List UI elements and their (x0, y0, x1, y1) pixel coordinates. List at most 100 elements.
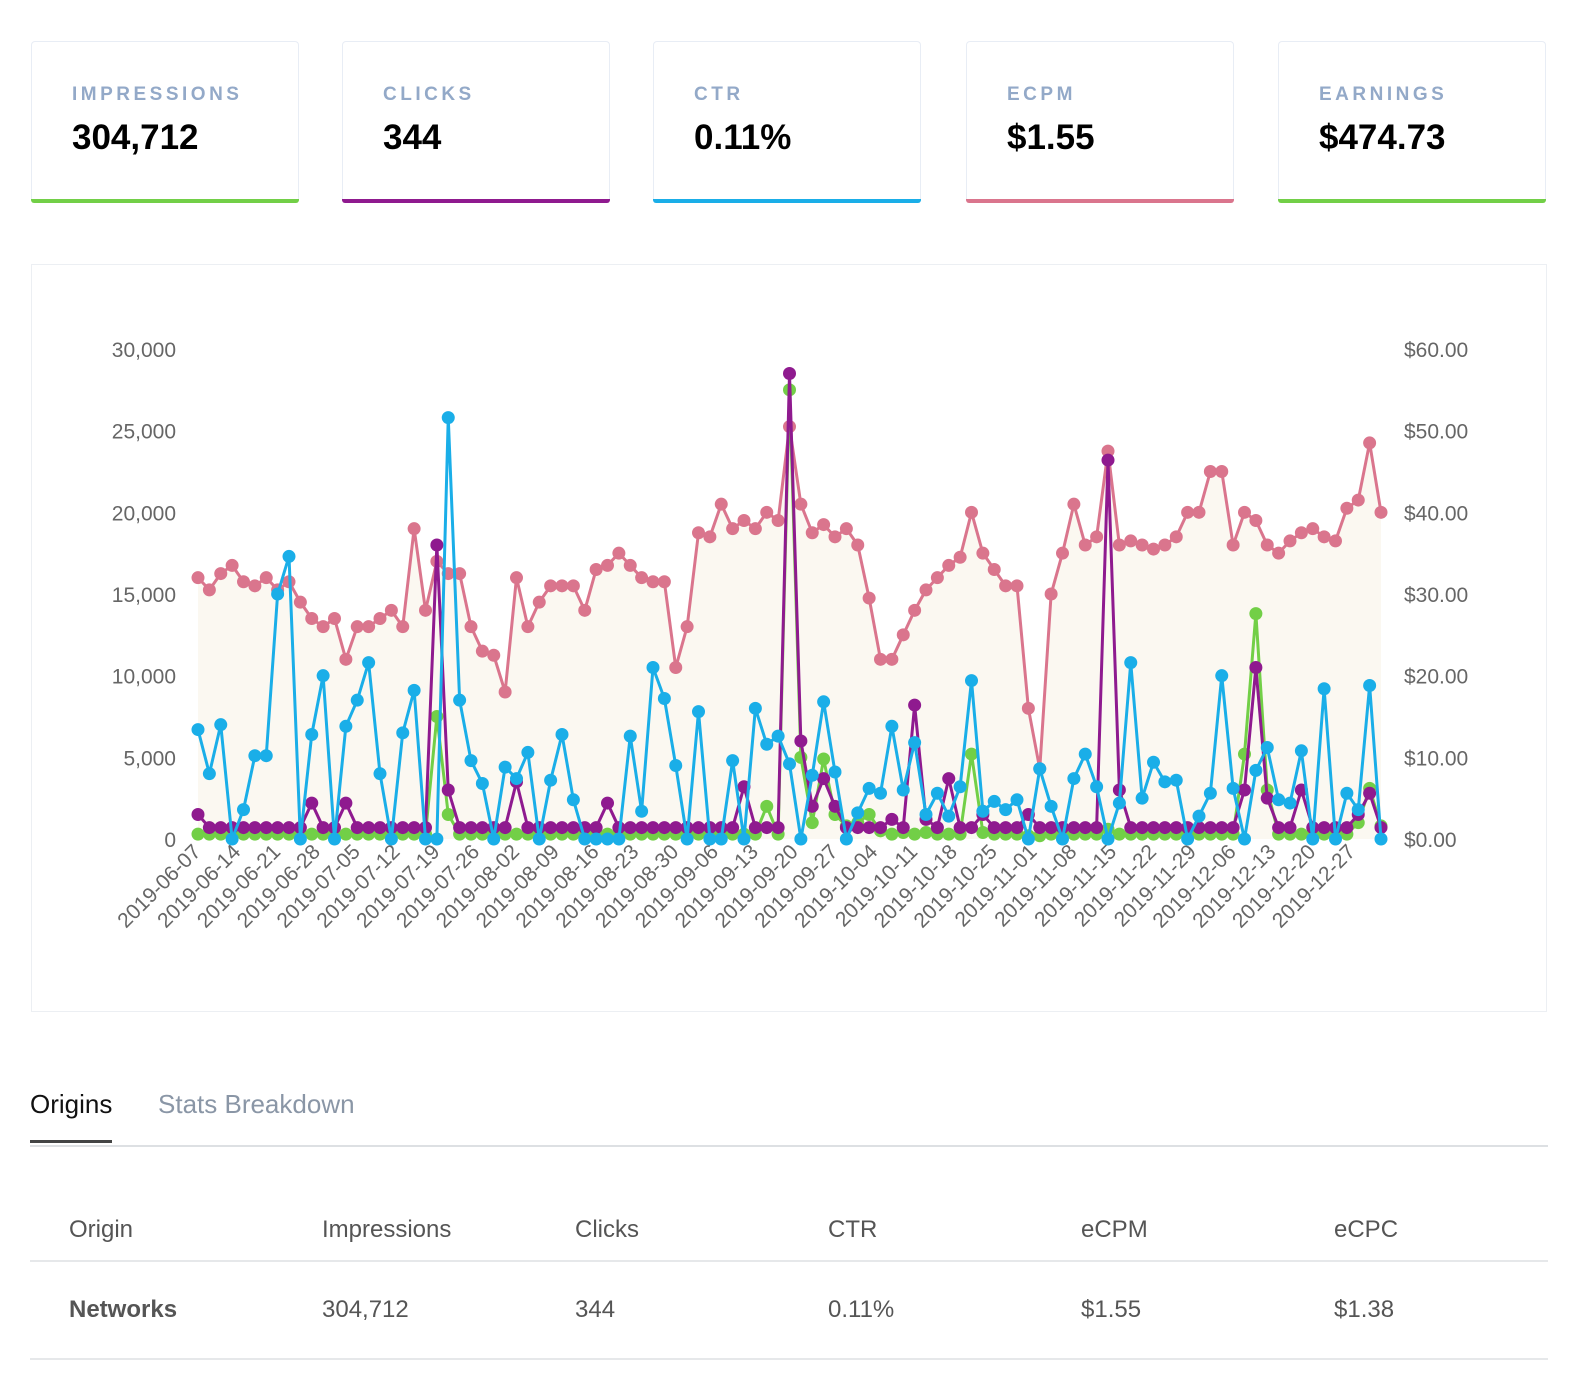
data-point[interactable] (350, 620, 364, 634)
data-point[interactable] (783, 367, 796, 380)
data-point[interactable] (1158, 538, 1172, 552)
data-point[interactable] (1090, 780, 1104, 794)
data-point[interactable] (748, 821, 762, 835)
data-point[interactable] (885, 652, 899, 666)
data-point[interactable] (521, 821, 535, 835)
data-point[interactable] (726, 522, 740, 536)
data-point[interactable] (851, 821, 865, 835)
data-point[interactable] (1283, 821, 1297, 835)
data-point[interactable] (976, 825, 990, 839)
data-point[interactable] (237, 803, 250, 817)
data-point[interactable] (714, 832, 728, 846)
data-point[interactable] (464, 620, 478, 634)
data-point[interactable] (1249, 607, 1263, 621)
data-point[interactable] (305, 796, 319, 810)
data-point[interactable] (578, 603, 592, 617)
data-point[interactable] (805, 816, 819, 830)
data-point[interactable] (953, 821, 967, 835)
data-point[interactable] (1112, 827, 1126, 841)
data-point[interactable] (1056, 546, 1069, 560)
data-point[interactable] (305, 827, 319, 841)
data-point[interactable] (1101, 453, 1115, 467)
data-point[interactable] (737, 514, 751, 527)
data-point[interactable] (532, 595, 546, 609)
data-point[interactable] (259, 571, 273, 585)
data-point[interactable] (1249, 763, 1263, 777)
data-point[interactable] (1067, 772, 1081, 786)
data-point[interactable] (566, 821, 580, 835)
data-point[interactable] (305, 612, 319, 625)
data-point[interactable] (498, 821, 512, 835)
data-point[interactable] (817, 518, 831, 532)
data-point[interactable] (771, 821, 785, 835)
data-point[interactable] (544, 773, 558, 787)
data-point[interactable] (839, 522, 853, 536)
data-point[interactable] (1044, 821, 1058, 835)
data-point[interactable] (737, 832, 751, 846)
data-point[interactable] (362, 656, 376, 670)
data-point[interactable] (794, 832, 808, 846)
data-point[interactable] (1169, 821, 1183, 835)
data-point[interactable] (259, 749, 273, 763)
data-point[interactable] (760, 737, 774, 751)
data-point[interactable] (225, 832, 239, 846)
data-point[interactable] (874, 786, 887, 800)
data-point[interactable] (339, 827, 353, 841)
data-point[interactable] (453, 693, 467, 707)
data-point[interactable] (464, 754, 478, 768)
data-point[interactable] (1215, 821, 1229, 835)
data-point[interactable] (316, 620, 330, 634)
data-point[interactable] (714, 497, 728, 511)
data-point[interactable] (282, 821, 296, 835)
data-point[interactable] (657, 692, 671, 706)
data-point[interactable] (1135, 538, 1149, 552)
data-point[interactable] (191, 723, 205, 737)
data-point[interactable] (578, 832, 592, 846)
data-point[interactable] (1203, 465, 1217, 478)
data-point[interactable] (350, 693, 364, 707)
data-point[interactable] (771, 729, 785, 743)
data-point[interactable] (862, 781, 876, 795)
data-point[interactable] (623, 729, 637, 743)
data-point[interactable] (532, 832, 546, 846)
data-point[interactable] (1033, 762, 1047, 776)
data-point[interactable] (1306, 832, 1320, 846)
data-point[interactable] (999, 821, 1013, 835)
data-point[interactable] (521, 620, 535, 634)
data-point[interactable] (259, 821, 273, 835)
data-point[interactable] (271, 821, 285, 835)
data-point[interactable] (942, 827, 956, 841)
data-point[interactable] (1067, 497, 1081, 511)
data-point[interactable] (510, 772, 523, 786)
data-point[interactable] (1238, 505, 1251, 519)
data-point[interactable] (316, 821, 330, 835)
data-point[interactable] (1272, 546, 1286, 560)
data-point[interactable] (384, 603, 398, 617)
data-point[interactable] (999, 579, 1013, 593)
data-point[interactable] (396, 620, 410, 634)
data-point[interactable] (544, 821, 558, 835)
data-point[interactable] (919, 583, 933, 597)
data-point[interactable] (896, 821, 910, 835)
data-point[interactable] (191, 571, 205, 585)
tab-stats-breakdown[interactable]: Stats Breakdown (158, 1089, 355, 1119)
data-point[interactable] (1260, 741, 1274, 755)
data-point[interactable] (407, 522, 421, 536)
data-point[interactable] (669, 759, 683, 772)
data-point[interactable] (862, 821, 876, 835)
data-point[interactable] (396, 726, 410, 740)
data-point[interactable] (1090, 530, 1104, 544)
data-point[interactable] (726, 821, 740, 835)
data-point[interactable] (441, 411, 455, 425)
data-point[interactable] (282, 549, 296, 563)
data-point[interactable] (589, 821, 603, 835)
data-point[interactable] (1010, 821, 1024, 835)
tab-origins[interactable]: Origins (30, 1089, 113, 1143)
data-point[interactable] (510, 827, 523, 841)
data-point[interactable] (1078, 747, 1092, 761)
data-point[interactable] (407, 821, 421, 835)
data-point[interactable] (1374, 832, 1388, 846)
data-point[interactable] (589, 832, 603, 846)
data-point[interactable] (965, 505, 978, 519)
data-point[interactable] (635, 821, 649, 835)
